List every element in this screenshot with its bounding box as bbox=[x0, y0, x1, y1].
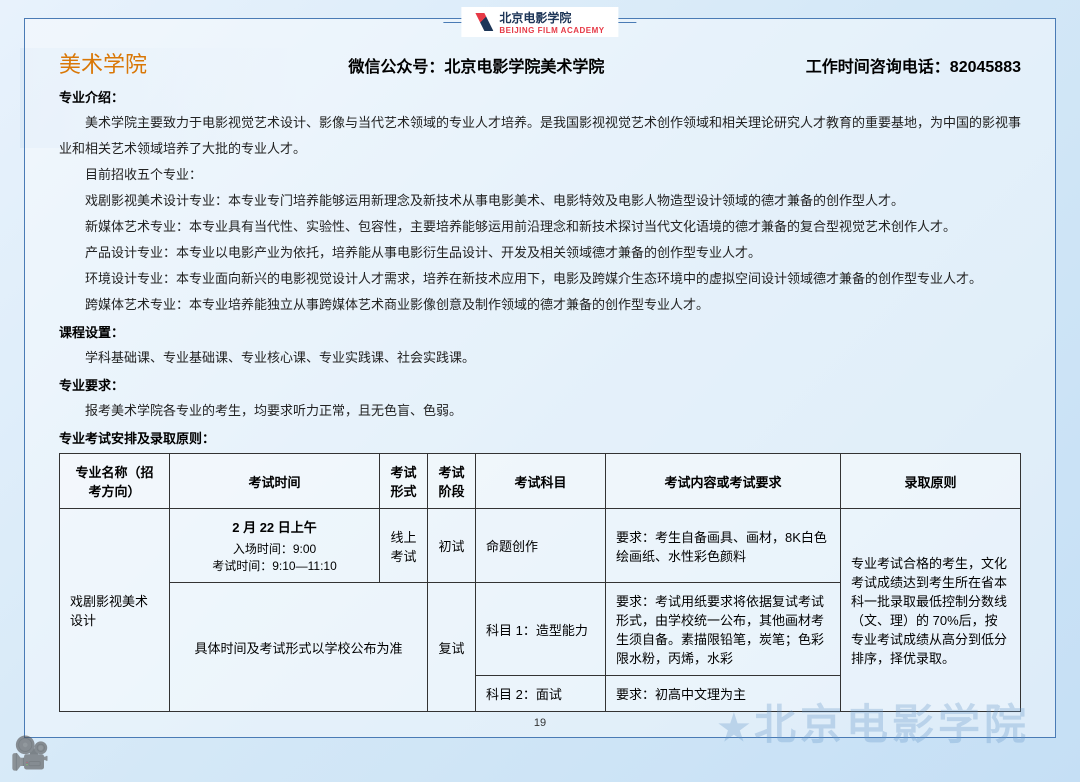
major-3: 产品设计专业：本专业以电影产业为依托，培养能从事电影衍生品设计、开发及相关领域德… bbox=[59, 240, 1021, 266]
th-format: 考试形式 bbox=[380, 454, 428, 509]
cell-stage2: 复试 bbox=[428, 583, 476, 712]
camera-icon: 🎥 bbox=[10, 734, 50, 772]
cell-stage1: 初试 bbox=[428, 509, 476, 583]
page-number: 19 bbox=[534, 717, 546, 729]
logo-icon bbox=[475, 13, 493, 31]
exam-table: 专业名称（招考方向） 考试时间 考试形式 考试阶段 考试科目 考试内容或考试要求… bbox=[59, 453, 1021, 712]
cell-format1: 线上考试 bbox=[380, 509, 428, 583]
wechat-account: 微信公众号：北京电影学院美术学院 bbox=[348, 53, 604, 77]
cell-req2: 要求：考试用纸要求将依据复试考试形式，由学校统一公布，其他画材考生须自备。素描限… bbox=[606, 583, 841, 676]
major-1: 戏剧影视美术设计专业：本专业专门培养能够运用新理念及新技术从事电影美术、电影特效… bbox=[59, 188, 1021, 214]
watermark: ★北京电影学院 bbox=[718, 691, 1030, 752]
course-label: 课程设置： bbox=[59, 322, 1021, 341]
logo-cn: 北京电影学院 bbox=[499, 9, 604, 26]
page-frame: 北京电影学院 BEIJING FILM ACADEMY 美术学院 微信公众号：北… bbox=[24, 18, 1056, 738]
header-logo: 北京电影学院 BEIJING FILM ACADEMY bbox=[461, 7, 618, 37]
cell-req1: 要求：考生自备画具、画材，8K白色绘画纸、水性彩色颜料 bbox=[606, 509, 841, 583]
th-subject: 考试科目 bbox=[476, 454, 606, 509]
course-text: 学科基础课、专业基础课、专业核心课、专业实践课、社会实践课。 bbox=[59, 345, 1021, 371]
logo-en: BEIJING FILM ACADEMY bbox=[499, 26, 604, 35]
exam-label: 专业考试安排及录取原则： bbox=[59, 428, 1021, 447]
major-2: 新媒体艺术专业：本专业具有当代性、实验性、包容性，主要培养能够运用前沿理念和新技… bbox=[59, 214, 1021, 240]
major-4: 环境设计专业：本专业面向新兴的电影视觉设计人才需求，培养在新技术应用下，电影及跨… bbox=[59, 266, 1021, 292]
cell-subject2: 科目 1：造型能力 bbox=[476, 583, 606, 676]
phone-number: 82045883 bbox=[950, 59, 1021, 76]
major-5: 跨媒体艺术专业：本专业培养能独立从事跨媒体艺术商业影像创意及制作领域的德才兼备的… bbox=[59, 292, 1021, 318]
cell-admission: 专业考试合格的考生，文化考试成绩达到考生所在省本科一批录取最低控制分数线（文、理… bbox=[841, 509, 1021, 712]
cell-subject1: 命题创作 bbox=[476, 509, 606, 583]
star-icon: ★ bbox=[718, 707, 754, 749]
watermark-text: 北京电影学院 bbox=[754, 701, 1030, 748]
cell-major: 戏剧影视美术设计 bbox=[60, 509, 170, 712]
content-area: 美术学院 微信公众号：北京电影学院美术学院 工作时间咨询电话：82045883 … bbox=[25, 19, 1055, 712]
req-label: 专业要求： bbox=[59, 375, 1021, 394]
th-admission: 录取原则 bbox=[841, 454, 1021, 509]
phone-label: 工作时间咨询电话： bbox=[806, 59, 950, 76]
th-time: 考试时间 bbox=[170, 454, 380, 509]
intro-p2: 目前招收五个专业： bbox=[59, 162, 1021, 188]
th-content: 考试内容或考试要求 bbox=[606, 454, 841, 509]
table-header-row: 专业名称（招考方向） 考试时间 考试形式 考试阶段 考试科目 考试内容或考试要求… bbox=[60, 454, 1021, 509]
req-text: 报考美术学院各专业的考生，均要求听力正常，且无色盲、色弱。 bbox=[59, 398, 1021, 424]
cell-time1: 2 月 22 日上午 入场时间：9:00 考试时间：9:10—11:10 bbox=[170, 509, 380, 583]
department-title: 美术学院 bbox=[59, 47, 147, 79]
cell-subject3: 科目 2：面试 bbox=[476, 676, 606, 712]
intro-label: 专业介绍： bbox=[59, 87, 1021, 106]
th-major: 专业名称（招考方向） bbox=[60, 454, 170, 509]
title-row: 美术学院 微信公众号：北京电影学院美术学院 工作时间咨询电话：82045883 bbox=[59, 47, 1021, 79]
intro-p1: 美术学院主要致力于电影视觉艺术设计、影像与当代艺术领域的专业人才培养。是我国影视… bbox=[59, 110, 1021, 162]
cell-time2: 具体时间及考试形式以学校公布为准 bbox=[170, 583, 428, 712]
contact-phone: 工作时间咨询电话：82045883 bbox=[806, 53, 1021, 77]
th-stage: 考试阶段 bbox=[428, 454, 476, 509]
